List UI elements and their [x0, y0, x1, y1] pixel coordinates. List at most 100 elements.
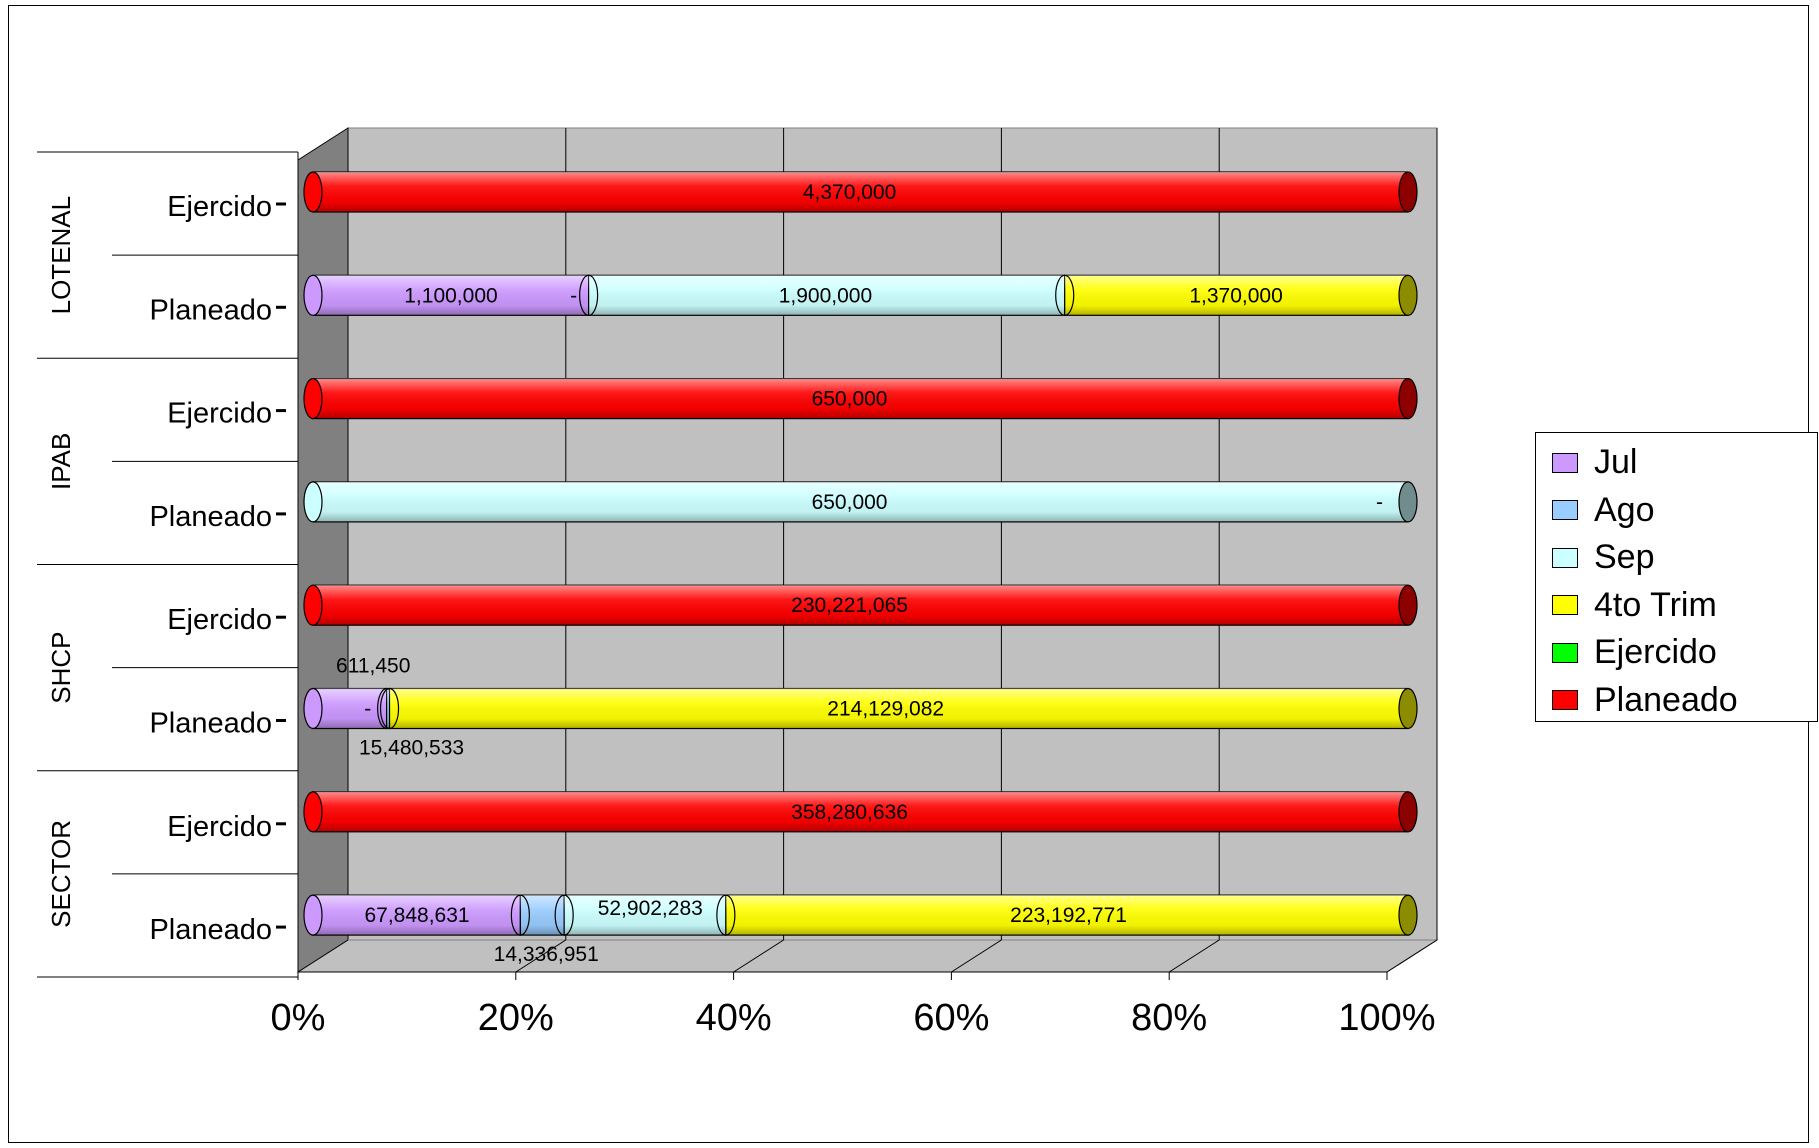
floor	[296, 939, 1439, 973]
bars	[303, 171, 1418, 936]
bar-sheen	[313, 895, 521, 936]
plot-walls	[296, 127, 1439, 973]
x-tick-label: 0%	[271, 997, 326, 1039]
data-label: 650,000	[812, 388, 888, 411]
floor-gridline	[515, 939, 567, 973]
bar-end-cap	[1398, 791, 1418, 833]
bar-sheen	[588, 275, 1065, 316]
legend-item-ago: Ago	[1552, 487, 1817, 535]
bar-boundary	[554, 894, 574, 936]
bar-boundary	[303, 687, 323, 730]
floor-gridline	[1168, 939, 1220, 973]
floor-gridline	[733, 939, 784, 973]
x-tick-label: 60%	[913, 997, 989, 1039]
bar-sheen	[313, 688, 387, 729]
data-label: 230,221,065	[791, 594, 908, 617]
bar-sheen	[313, 585, 1408, 626]
side-wall	[297, 127, 349, 973]
bar-end-cap	[1398, 171, 1418, 213]
bar-boundary	[303, 481, 323, 523]
legend-item-planeado: Planeado	[1552, 677, 1817, 725]
legend-swatch	[1552, 547, 1578, 568]
data-label: -	[364, 698, 371, 721]
bar-sheen	[1064, 275, 1408, 316]
legend-item-sep: Sep	[1552, 534, 1817, 582]
row-label-planeado: Planeado	[149, 708, 272, 740]
bar-boundary	[303, 894, 323, 936]
bar-boundary	[303, 378, 323, 420]
bar-sheen	[313, 172, 1408, 212]
legend-label: Jul	[1594, 443, 1638, 482]
row-label-ejercido: Ejercido	[167, 398, 272, 430]
data-label: 67,848,631	[364, 904, 469, 927]
bar-boundary	[303, 274, 323, 316]
legend-item-4to-trim: 4to Trim	[1552, 582, 1817, 630]
legend-label: Ejercido	[1594, 633, 1717, 672]
bar-end-cap	[1398, 687, 1418, 730]
bar-end-cap	[1398, 481, 1418, 523]
x-tick-label: 40%	[696, 997, 772, 1039]
group-label-shcp: SHCP	[46, 632, 76, 704]
data-label: 358,280,636	[791, 801, 908, 824]
bar-sheen	[313, 378, 1408, 419]
bar-end-cap	[1398, 894, 1418, 936]
legend-item-jul: Jul	[1552, 439, 1817, 487]
data-label: 1,100,000	[404, 284, 497, 307]
legend-swatch	[1552, 690, 1578, 711]
bar-boundary	[579, 274, 599, 316]
row-label-ejercido: Ejercido	[167, 604, 272, 636]
data-label: 1,370,000	[1189, 284, 1282, 307]
data-label: 1,900,000	[779, 284, 872, 307]
group-label-sector: SECTOR	[46, 820, 76, 928]
data-label: -	[570, 284, 577, 307]
data-label: 223,192,771	[1010, 904, 1127, 927]
row-label-ejercido: Ejercido	[167, 811, 272, 843]
bar-boundary	[1055, 274, 1075, 316]
legend-item-ejercido: Ejercido	[1552, 629, 1817, 677]
group-label-lotenal: LOTENAL	[46, 196, 76, 315]
data-label: 214,129,082	[827, 698, 944, 721]
legend-swatch	[1552, 452, 1578, 473]
bar-boundary	[303, 584, 323, 626]
row-label-planeado: Planeado	[149, 294, 272, 326]
legend-swatch	[1552, 642, 1578, 663]
data-label: 611,450	[336, 655, 410, 678]
floor-gridline	[1386, 939, 1438, 973]
data-labels: 4,370,000 1,100,000 - 1,900,000 1,370,000 650…	[336, 181, 1383, 966]
legend: Jul Ago Sep 4to Trim Ejercido Planeado	[1535, 432, 1818, 722]
legend-swatch	[1552, 595, 1578, 616]
axes: 0% 20% 40% 60% 80% 100% LOTENAL Ejercido Planead…	[37, 151, 1436, 1039]
x-tick-label: 20%	[478, 997, 554, 1039]
row-label-ejercido: Ejercido	[167, 191, 272, 223]
bar-sheen	[313, 481, 1408, 522]
legend-label: 4to Trim	[1594, 585, 1717, 624]
data-label: 14,336,951	[494, 943, 599, 966]
bar-sheen	[313, 275, 589, 316]
bar-boundary	[303, 791, 323, 833]
x-tick-label: 80%	[1131, 997, 1207, 1039]
bar-end-cap	[1398, 378, 1418, 420]
bar-sheen	[386, 688, 390, 729]
group-label-ipab: IPAB	[46, 433, 76, 490]
bar-boundary	[303, 171, 323, 213]
bar-boundary	[379, 687, 400, 730]
bar-boundary	[716, 894, 736, 936]
legend-label: Planeado	[1594, 680, 1738, 719]
bar-end-cap	[1398, 274, 1418, 316]
data-label: 650,000	[812, 491, 888, 514]
bar-sheen	[564, 895, 726, 936]
x-tick-label: 100%	[1338, 997, 1435, 1039]
bar-boundary	[510, 894, 530, 936]
data-label: 4,370,000	[803, 181, 896, 204]
floor-gridline	[297, 939, 349, 973]
data-label: 15,480,533	[359, 737, 464, 760]
bar-sheen	[725, 895, 1408, 936]
floor-gridline	[951, 939, 1002, 973]
bar-end-cap	[1398, 584, 1418, 626]
row-label-planeado: Planeado	[149, 914, 272, 946]
bar-sheen	[313, 791, 1408, 832]
legend-label: Sep	[1594, 538, 1655, 577]
bar-sheen	[389, 688, 1408, 729]
legend-swatch	[1552, 500, 1578, 521]
